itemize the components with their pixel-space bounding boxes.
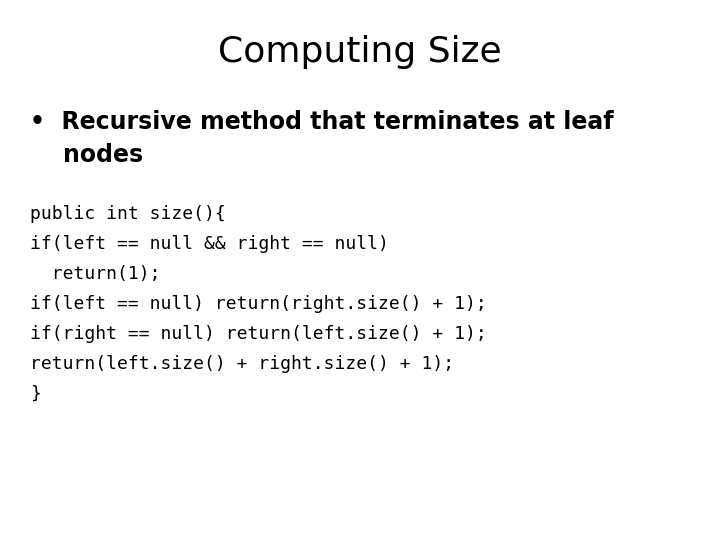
Text: •  Recursive method that terminates at leaf: • Recursive method that terminates at le… — [30, 110, 613, 134]
Text: return(left.size() + right.size() + 1);: return(left.size() + right.size() + 1); — [30, 355, 454, 373]
Text: Computing Size: Computing Size — [218, 35, 502, 69]
Text: public int size(){: public int size(){ — [30, 205, 226, 223]
Text: }: } — [30, 385, 41, 403]
Text: return(1);: return(1); — [30, 265, 161, 283]
Text: if(left == null && right == null): if(left == null && right == null) — [30, 235, 389, 253]
Text: nodes: nodes — [30, 143, 143, 167]
Text: if(left == null) return(right.size() + 1);: if(left == null) return(right.size() + 1… — [30, 295, 487, 313]
Text: if(right == null) return(left.size() + 1);: if(right == null) return(left.size() + 1… — [30, 325, 487, 343]
